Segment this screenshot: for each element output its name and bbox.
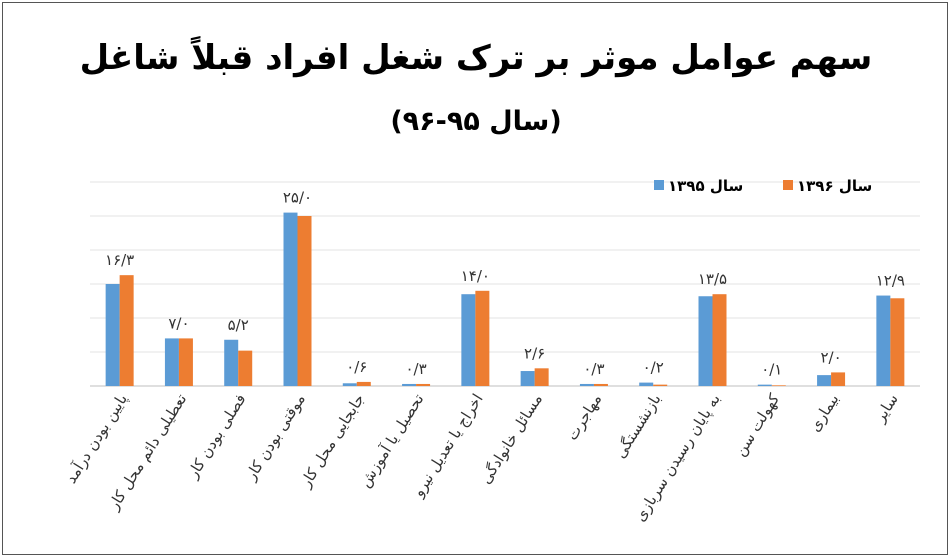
- bar-1396: [534, 368, 549, 386]
- category-label: بازنشستگی: [611, 391, 665, 462]
- category-label: جابجایی محل کار: [296, 391, 368, 492]
- category-label: مسائل خانوادگی: [476, 391, 546, 488]
- bar-1395: [698, 296, 713, 386]
- bar-1396: [593, 383, 608, 386]
- data-label: ۱۲/۹: [876, 272, 905, 290]
- category-label: بیماری: [806, 391, 843, 435]
- bar-1395: [520, 371, 535, 386]
- bar-1395: [224, 339, 239, 386]
- data-label: ۰/۳: [405, 360, 426, 378]
- bar-1396: [712, 294, 727, 386]
- category-label: مهاجرت: [563, 391, 605, 444]
- chart-subtitle: (سال ۹۵-۹۶): [390, 106, 562, 137]
- data-label: ۲/۶: [524, 344, 545, 362]
- bar-1395: [757, 384, 772, 386]
- chart-title: سهم عوامل موثر بر ترک شغل افراد قبلاً شا…: [79, 38, 873, 78]
- data-label: ۰/۶: [346, 358, 367, 376]
- bar-1396: [831, 372, 846, 386]
- bar-1395: [283, 212, 298, 386]
- bar-1395: [639, 382, 654, 386]
- data-label: ۰/۱: [761, 361, 782, 379]
- bar-1395: [817, 375, 832, 386]
- bar-1396: [178, 338, 193, 386]
- bar-1396: [238, 350, 253, 386]
- bar-1396: [890, 298, 905, 386]
- bar-1396: [416, 383, 431, 386]
- bar-1395: [342, 383, 357, 386]
- category-label: کهولت سن: [731, 390, 784, 460]
- data-label: ۱۳/۵: [698, 270, 727, 288]
- bar-1395: [164, 338, 179, 386]
- category-label: فصلی بودن کار: [183, 391, 250, 483]
- bar-1396: [653, 384, 668, 386]
- category-label: تحصیل یا آموزش: [356, 391, 428, 491]
- legend-swatch-1395: [654, 180, 664, 190]
- legend-swatch-1396: [783, 180, 793, 190]
- bar-1395: [579, 383, 594, 386]
- bar-1396: [356, 381, 371, 386]
- legend-label-1395: سال ۱۳۹۵: [668, 177, 743, 195]
- bar-1395: [876, 295, 891, 386]
- data-label: ۰/۲: [643, 359, 664, 377]
- data-label: ۵/۲: [228, 316, 249, 334]
- legend-label-1396: سال ۱۳۹۶: [797, 177, 872, 195]
- data-label: ۰/۳: [583, 360, 604, 378]
- bar-1395: [105, 284, 120, 386]
- data-label: ۲/۰: [820, 348, 841, 366]
- bar-1396: [475, 290, 490, 386]
- bar-1395: [402, 383, 417, 386]
- bar-1396: [297, 216, 312, 386]
- category-label: موقتی بودن کار: [241, 391, 309, 485]
- data-label: ۲۵/۰: [283, 189, 312, 207]
- bar-1396: [771, 385, 786, 386]
- data-label: ۱۶/۳: [105, 251, 134, 269]
- bar-1395: [461, 294, 476, 386]
- data-label: ۷/۰: [168, 314, 189, 332]
- data-label: ۱۴/۰: [461, 267, 490, 285]
- category-label: پایین بودن درآمد: [62, 391, 132, 488]
- category-label: سایر: [870, 391, 901, 426]
- bar-1396: [119, 275, 134, 386]
